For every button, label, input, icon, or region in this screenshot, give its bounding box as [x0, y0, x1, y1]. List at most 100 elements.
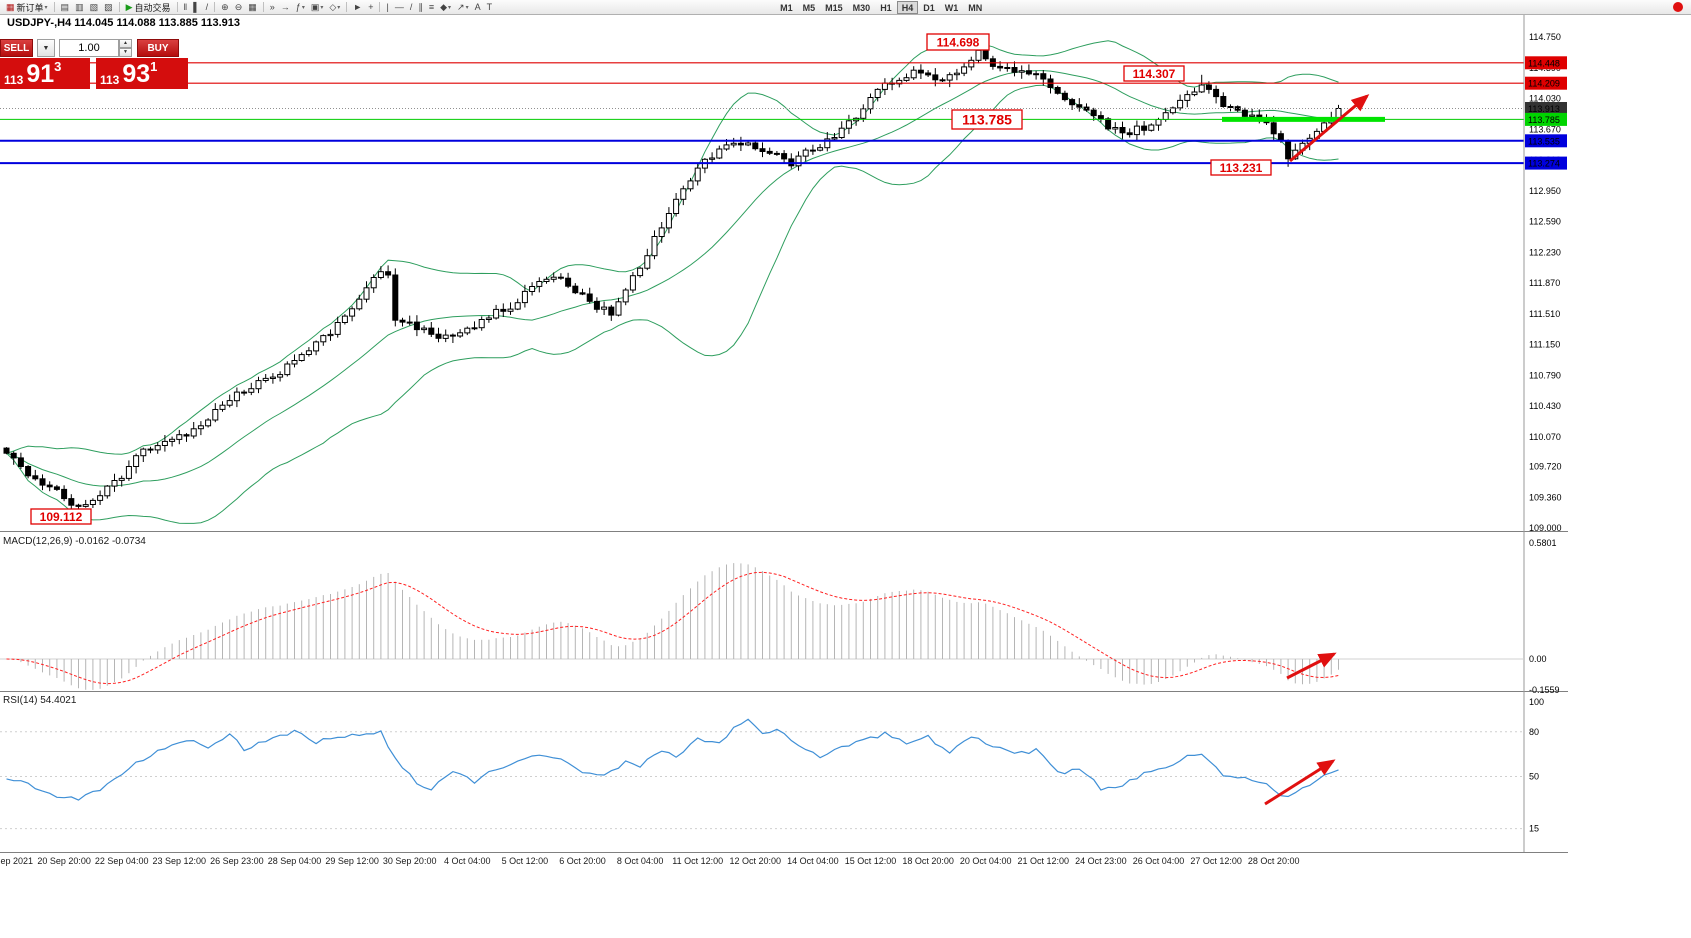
terminal-icon[interactable]: ▨	[102, 1, 115, 14]
channel-icon[interactable]: ∥	[416, 1, 425, 14]
candlestick-chart-icon[interactable]: ▌	[191, 1, 201, 14]
templates-button[interactable]: ◇ ▾	[327, 1, 342, 14]
market-watch-icon[interactable]: ▤	[59, 1, 72, 14]
timeframe-m1-button[interactable]: M1	[780, 2, 793, 13]
chevron-down-icon: ▾	[337, 4, 341, 11]
chevron-down-icon: ▾	[465, 4, 469, 11]
text-icon[interactable]: A	[473, 1, 483, 14]
data-window-icon[interactable]: ▥	[73, 1, 86, 14]
bar-chart-icon[interactable]: ‖	[182, 1, 190, 14]
timeframe-d1-button[interactable]: D1	[923, 2, 935, 13]
timeframe-m5-button[interactable]: M5	[802, 2, 816, 13]
periods-button: ▣	[310, 2, 320, 12]
svg-text:109.000: 109.000	[1529, 523, 1562, 533]
price-axis-badge: 113.785	[1525, 112, 1567, 126]
price-callout[interactable]: 113.231	[1210, 159, 1272, 176]
timeframe-w1-button[interactable]: W1	[944, 2, 959, 13]
zoom-in-icon[interactable]: ⊕	[219, 1, 231, 14]
shapes-icon[interactable]: ◆ ▾	[438, 1, 453, 14]
svg-text:109.112: 109.112	[40, 510, 83, 524]
time-axis-label: 4 Oct 04:00	[444, 856, 491, 866]
svg-text:111.510: 111.510	[1529, 309, 1560, 319]
toolbar-separator	[53, 2, 55, 12]
chart-shift-icon[interactable]: →	[279, 1, 292, 14]
time-axis-label: 11 Oct 12:00	[672, 856, 723, 866]
volume-decrease-button[interactable]: ▼	[119, 48, 132, 57]
time-axis-label: 12 Oct 20:00	[730, 856, 782, 866]
macd-axis-label: -0.1559	[1529, 685, 1560, 695]
crosshair-icon: +	[368, 2, 374, 12]
trend-arrow[interactable]	[1264, 759, 1336, 806]
bid-prefix: 113	[4, 73, 24, 87]
chevron-down-icon: ▼	[42, 44, 50, 52]
line-chart-icon: /	[205, 2, 209, 12]
price-callout[interactable]: 113.785	[951, 109, 1023, 130]
record-icon[interactable]	[1673, 2, 1683, 12]
sell-button[interactable]: SELL	[0, 39, 33, 57]
text-label-icon[interactable]: T	[485, 1, 495, 14]
bollinger-upper-line	[6, 40, 1339, 455]
volume-input[interactable]: 1.00	[59, 39, 119, 57]
price-axis-badge: 113.913	[1525, 102, 1567, 115]
svg-text:114.307: 114.307	[1133, 67, 1176, 81]
toolbar: ▦ 新订单 ▾ ▤ ▥ ▧ ▨ ▶ 自动交易 ‖ ▌ / ⊕ ⊖ ▦» → ƒ ▾ ▣ ▾ ◇ ▾ ► + | — / ∥ ≡ ◆ ▾ ↗ ▾ A…	[0, 0, 1691, 15]
vertical-line-icon[interactable]: |	[384, 1, 390, 14]
fibonacci-icon[interactable]: ≡	[427, 1, 436, 14]
svg-text:112.590: 112.590	[1529, 217, 1561, 227]
arrows-icon: ↗	[457, 2, 465, 12]
trade-controls-row: SELL ▼ 1.00 ▲ ▼ BUY	[0, 39, 192, 57]
timeframe-h4-button[interactable]: H4	[896, 0, 919, 14]
trend-arrow[interactable]	[1286, 652, 1337, 680]
terminal-icon: ▨	[104, 2, 113, 12]
fibonacci-icon: ≡	[428, 2, 435, 12]
timeframe-m15-button[interactable]: M15	[825, 2, 843, 13]
time-axis-label: 14 Oct 04:00	[787, 856, 839, 866]
svg-text:111.870: 111.870	[1529, 278, 1560, 288]
time-axis[interactable]: Sep 2021 20 Sep 20:00 22 Sep 04:00 23 Sep 1…	[0, 856, 1299, 866]
one-click-trading-widget: SELL ▼ 1.00 ▲ ▼ BUY 113 91 3 113 93 1	[0, 39, 192, 89]
volume-increase-button[interactable]: ▲	[119, 39, 132, 48]
ask-big-digits: 93	[122, 60, 151, 88]
arrows-icon[interactable]: ↗ ▾	[455, 1, 471, 14]
text-icon: A	[474, 2, 481, 12]
bollinger-lower-line	[6, 84, 1339, 524]
new-order-button[interactable]: ▦ 新订单 ▾	[4, 1, 50, 14]
cursor-icon[interactable]: ►	[351, 1, 364, 14]
trend-arrow[interactable]	[1289, 94, 1370, 163]
ask-price[interactable]: 113 93 1	[96, 58, 188, 89]
trendline-icon[interactable]: /	[408, 1, 415, 14]
price-callout[interactable]: 109.112	[30, 508, 92, 525]
timeframe-mn-button[interactable]: MN	[968, 2, 983, 13]
chart-shift-icon: →	[280, 2, 290, 12]
timeframe-h1-button[interactable]: H1	[880, 2, 892, 13]
rsi-axis-label: 100	[1529, 697, 1544, 707]
toolbar-separator	[118, 2, 120, 12]
line-chart-icon[interactable]: /	[204, 1, 211, 14]
zoom-out-icon[interactable]: ⊖	[233, 1, 245, 14]
auto-scroll-icon[interactable]: »	[268, 1, 277, 14]
price-callout[interactable]: 114.307	[1123, 65, 1185, 82]
price-callout[interactable]: 114.698	[926, 33, 990, 51]
timeframe-m30-button[interactable]: M30	[852, 2, 871, 13]
navigator-icon[interactable]: ▧	[88, 1, 101, 14]
periods-button[interactable]: ▣ ▾	[309, 1, 326, 14]
svg-text:114.448: 114.448	[1528, 58, 1560, 68]
price-axis-badge: 113.535	[1525, 134, 1567, 148]
indicators-button[interactable]: ƒ ▾	[294, 1, 307, 14]
buy-button[interactable]: BUY	[137, 39, 179, 57]
text-label-icon: T	[486, 2, 493, 12]
order-type-dropdown[interactable]: ▼	[37, 39, 55, 57]
time-axis-label: 22 Sep 04:00	[95, 856, 149, 866]
time-axis-label: 18 Oct 20:00	[902, 856, 954, 866]
crosshair-icon[interactable]: +	[366, 1, 375, 14]
bid-price[interactable]: 113 91 3	[0, 58, 90, 89]
rsi-indicator	[0, 718, 1524, 830]
autotrading-button[interactable]: ▶ 自动交易	[124, 1, 173, 14]
tile-windows-icon[interactable]: ▦	[246, 1, 259, 14]
market-watch-icon: ▤	[60, 2, 70, 12]
svg-text:110.430: 110.430	[1529, 401, 1561, 411]
horizontal-line-icon[interactable]: —	[393, 1, 406, 14]
chart-title: USDJPY-,H4 114.045 114.088 113.885 113.9…	[7, 17, 241, 29]
svg-text:113.231: 113.231	[1220, 161, 1263, 175]
